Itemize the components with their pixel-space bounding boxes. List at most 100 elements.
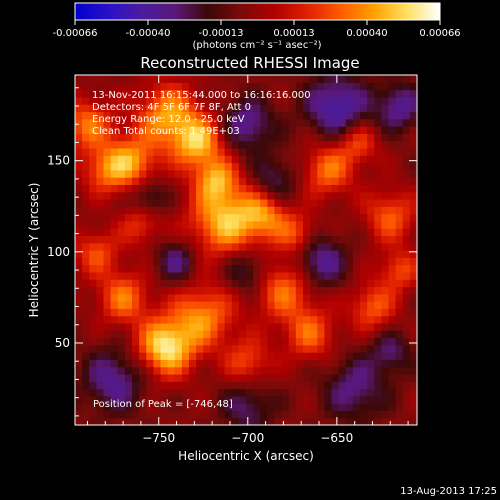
heatmap-cell (367, 104, 375, 113)
heatmap-cell (110, 155, 119, 164)
heatmap-cell (246, 104, 254, 113)
heatmap-cell (310, 104, 318, 113)
heatmap-cell (210, 308, 219, 317)
heatmap-cell (274, 286, 283, 295)
heatmap-cell (274, 352, 283, 360)
heatmap-cell (167, 271, 176, 280)
heatmap-cell (153, 206, 162, 215)
heatmap-cell (331, 279, 340, 288)
heatmap-cell (317, 301, 325, 309)
heatmap-cell (338, 191, 347, 200)
heatmap-cell (210, 235, 219, 244)
heatmap-cell (89, 235, 97, 244)
heatmap-cell (246, 395, 254, 404)
heatmap-cell (146, 82, 154, 91)
heatmap-cell (146, 177, 154, 185)
heatmap-cell (274, 126, 283, 134)
heatmap-cell (238, 271, 247, 280)
heatmap-cell (238, 388, 247, 397)
heatmap-cell (338, 104, 347, 113)
heatmap-cell (203, 381, 211, 390)
heatmap-cell (203, 293, 211, 302)
heatmap-cell (117, 118, 126, 127)
heatmap-cell (281, 191, 290, 200)
heatmap-cell (267, 118, 276, 127)
heatmap-cell (189, 82, 197, 91)
heatmap-cell (117, 133, 126, 142)
heatmap-cell (210, 373, 219, 382)
heatmap-cell (246, 344, 254, 353)
heatmap-cell (96, 89, 105, 98)
heatmap-cell (381, 257, 390, 266)
heatmap-cell (96, 104, 105, 113)
heatmap-cell (110, 373, 119, 382)
heatmap-cell (132, 322, 140, 331)
heatmap-cell (146, 395, 154, 404)
heatmap-cell (174, 191, 183, 200)
heatmap-cell (167, 359, 176, 368)
heatmap-cell (89, 228, 97, 237)
heatmap-cell (381, 104, 390, 113)
info-energy-range: Energy Range: 12.0 - 25.0 keV (92, 114, 245, 125)
heatmap-cell (224, 250, 233, 258)
heatmap-cell (132, 213, 140, 222)
heatmap-cell (103, 395, 112, 404)
heatmap-cell (132, 235, 140, 244)
heatmap-cell (174, 198, 183, 207)
heatmap-cell (167, 410, 176, 419)
heatmap-cell (167, 337, 176, 346)
heatmap-cell (203, 198, 211, 207)
heatmap-cell (288, 395, 297, 404)
heatmap-cell (267, 169, 276, 178)
heatmap-cell (295, 89, 304, 98)
heatmap-cell (217, 104, 226, 113)
heatmap-cell (210, 271, 219, 280)
heatmap-cell (153, 250, 162, 258)
heatmap-cell (345, 133, 354, 142)
heatmap-cell (267, 293, 276, 302)
heatmap-cell (217, 169, 226, 178)
heatmap-cell (360, 293, 368, 302)
heatmap-cell (274, 257, 283, 266)
heatmap-cell (181, 111, 190, 120)
heatmap-cell (345, 352, 354, 360)
heatmap-cell (331, 242, 340, 251)
heatmap-cell (75, 213, 83, 222)
heatmap-cell (388, 250, 397, 258)
heatmap-cell (338, 235, 347, 244)
heatmap-cell (103, 352, 112, 360)
heatmap-cell (260, 191, 268, 200)
heatmap-cell (132, 410, 140, 419)
heatmap-cell (181, 184, 190, 193)
heatmap-cell (409, 111, 417, 120)
heatmap-cell (217, 89, 226, 98)
heatmap-cell (167, 381, 176, 390)
heatmap-cell (167, 104, 176, 113)
heatmap-cell (217, 388, 226, 397)
heatmap-cell (96, 191, 105, 200)
heatmap-cell (246, 96, 254, 105)
heatmap-cell (181, 381, 190, 390)
heatmap-cell (238, 344, 247, 353)
heatmap-cell (345, 337, 354, 346)
heatmap-cell (352, 96, 361, 105)
heatmap-cell (331, 169, 340, 178)
heatmap-cell (267, 133, 276, 142)
heatmap-cell (75, 89, 83, 98)
heatmap-cell (174, 403, 183, 412)
heatmap-cell (210, 147, 219, 156)
heatmap-cell (146, 330, 154, 339)
heatmap-cell (96, 206, 105, 215)
heatmap-cell (331, 250, 340, 258)
heatmap-cell (274, 213, 283, 222)
heatmap-cell (331, 198, 340, 207)
heatmap-cell (132, 301, 140, 309)
heatmap-cell (139, 111, 147, 120)
heatmap-cell (110, 228, 119, 237)
heatmap-cell (352, 381, 361, 390)
heatmap-cell (360, 337, 368, 346)
heatmap-cell (324, 155, 333, 164)
heatmap-cell (124, 352, 133, 360)
heatmap-cell (345, 366, 354, 375)
heatmap-cell (89, 257, 97, 266)
